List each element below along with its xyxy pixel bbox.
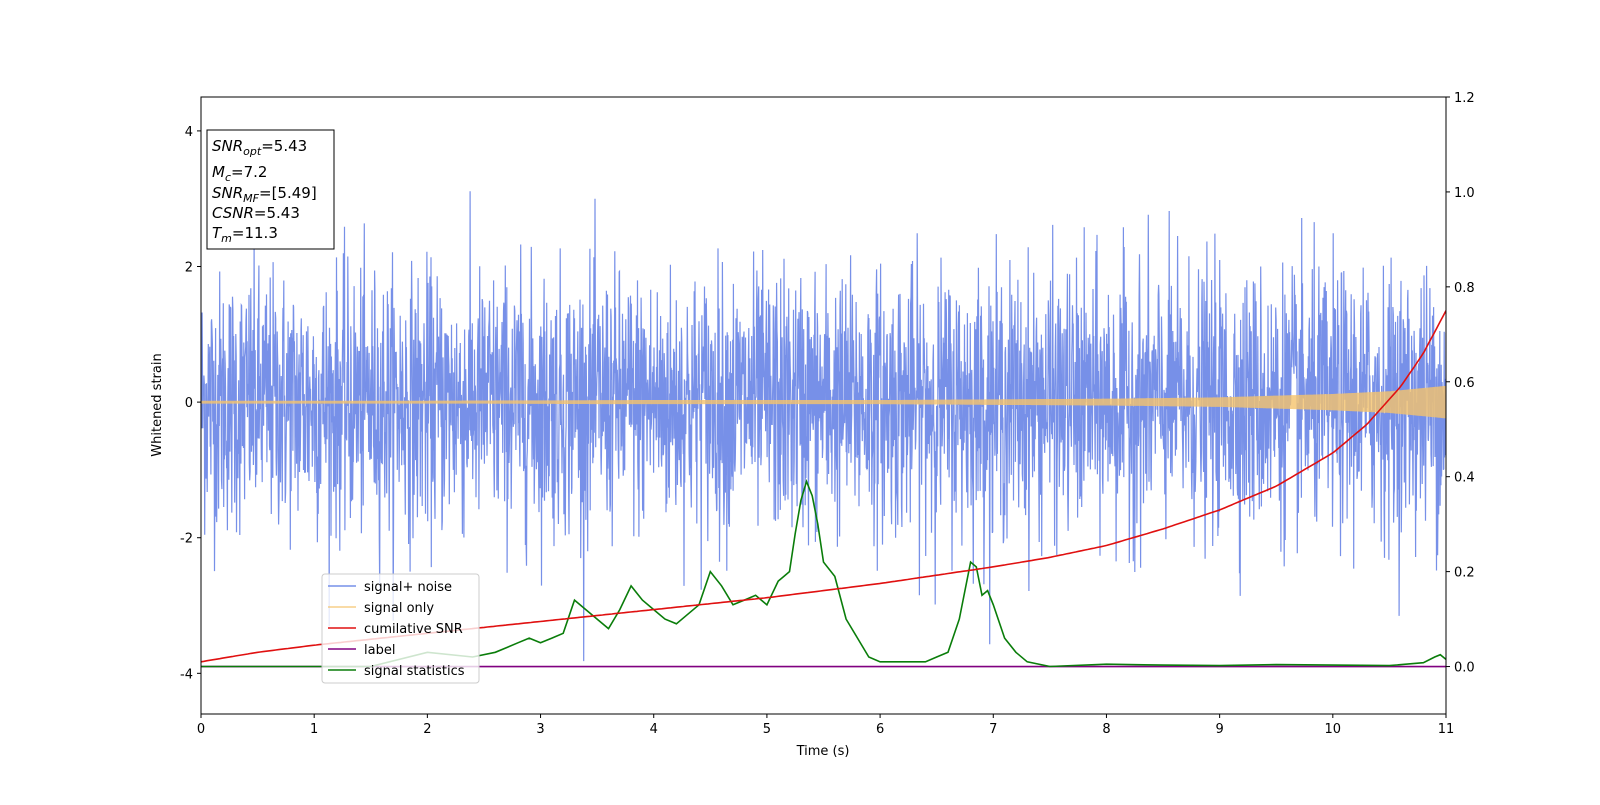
x-tick-label: 10: [1325, 722, 1342, 737]
legend-entry-label: label: [364, 643, 395, 658]
x-axis: 0 1 2 3 4 5 6 7 8 9 10 11: [197, 714, 1454, 737]
csnr-text: CSNR=5.43: [212, 204, 300, 222]
stats-box-frame: [206, 129, 335, 250]
x-tick-label: 5: [763, 722, 771, 737]
legend-frame: [321, 573, 480, 684]
series-signal-noise: [201, 191, 1446, 662]
y-left-tick-label: -4: [180, 667, 193, 682]
x-tick-label: 0: [197, 722, 205, 737]
y-right-tick-label: 0.6: [1454, 376, 1475, 391]
x-tick-label: 6: [876, 722, 884, 737]
tm-text: Tm=11.3: [212, 224, 278, 245]
legend-entry-label: signal statistics: [364, 664, 465, 679]
y-right-tick-label: 0.2: [1454, 566, 1475, 581]
snr-opt-text: SNRopt=5.43: [212, 137, 307, 158]
snr-opt-value: 5.43: [274, 137, 307, 155]
legend-entry-label: signal only: [364, 601, 434, 616]
legend-entry-label: cumilative SNR: [364, 622, 463, 637]
y-left-tick-label: 0: [185, 396, 193, 411]
snr-mf-text: SNRMF=[5.49]: [212, 184, 317, 205]
x-tick-label: 2: [423, 722, 431, 737]
y-axis-left: -4 -2 0 2 4: [180, 125, 201, 682]
mc-value: 7.2: [244, 163, 268, 181]
csnr-value: 5.43: [267, 204, 300, 222]
y-left-tick-label: 2: [185, 261, 193, 276]
mc-text: Mc=7.2: [212, 163, 267, 184]
y-right-tick-label: 0.0: [1454, 661, 1475, 676]
y-left-tick-label: 4: [185, 125, 193, 140]
x-axis-label: Time (s): [796, 744, 850, 759]
y-right-tick-label: 1.2: [1454, 91, 1475, 106]
x-tick-label: 8: [1102, 722, 1110, 737]
snr-mf-value: [5.49]: [272, 184, 317, 202]
legend: signal+ noise signal only cumilative SNR la…: [321, 573, 480, 684]
series-signal-only: [201, 385, 1446, 419]
stats-annotation-box: SNRopt=5.43 Mc=7.2 SNRMF=[5.49] CSNR=5.4…: [206, 129, 335, 250]
y-right-tick-label: 1.0: [1454, 186, 1475, 201]
y-axis-label: Whitened strain: [150, 353, 165, 456]
y-right-tick-label: 0.4: [1454, 471, 1475, 486]
series-signal-statistics: [201, 478, 1446, 668]
tm-value: 11.3: [244, 224, 277, 242]
x-tick-label: 9: [1215, 722, 1223, 737]
x-tick-label: 1: [310, 722, 318, 737]
y-right-tick-label: 0.8: [1454, 281, 1475, 296]
y-left-tick-label: -2: [180, 532, 193, 547]
legend-entry-label: signal+ noise: [364, 580, 452, 595]
x-tick-label: 7: [989, 722, 997, 737]
plot-frame: [200, 96, 1447, 715]
x-tick-label: 4: [650, 722, 658, 737]
x-tick-label: 3: [536, 722, 544, 737]
x-tick-label: 11: [1438, 722, 1455, 737]
y-axis-right: 0.0 0.2 0.4 0.6 0.8 1.0 1.2: [1446, 91, 1475, 676]
